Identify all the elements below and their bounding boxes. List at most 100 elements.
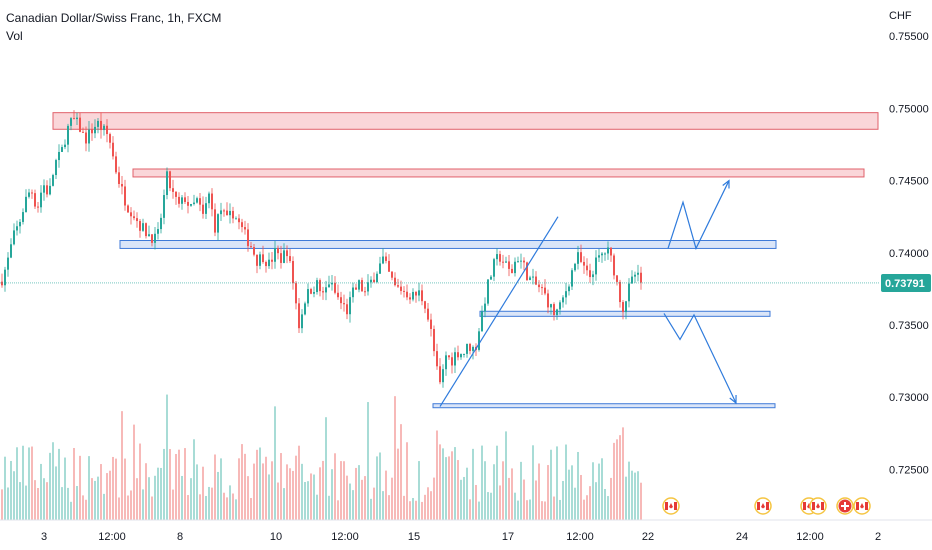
candle-body	[478, 331, 480, 350]
candle-body	[580, 252, 582, 262]
volume-bar	[460, 479, 462, 520]
volume-bar	[178, 449, 180, 520]
volume-bar	[223, 492, 225, 520]
volume-bar	[196, 464, 198, 520]
support-zone[interactable]	[432, 403, 776, 409]
candle-body	[544, 287, 546, 294]
volume-bars	[1, 394, 642, 520]
price-axis[interactable]: CHF 0.75500 0.75000 0.74500 0.74000 0.73500 0.…	[880, 0, 932, 520]
candle-body	[112, 142, 114, 157]
economic-events[interactable]	[662, 497, 871, 515]
trend-line[interactable]	[439, 216, 559, 407]
candle-body	[466, 343, 468, 354]
candle-body	[595, 257, 597, 275]
volume-bar	[28, 447, 30, 520]
support-zone[interactable]	[119, 240, 777, 249]
candle-body	[430, 319, 432, 329]
candle-body	[424, 301, 426, 309]
support-resistance-zones[interactable]	[52, 112, 879, 409]
bullish-projection-arrow[interactable]	[667, 180, 730, 251]
drawing-tools[interactable]	[439, 179, 737, 407]
candle-body	[421, 290, 423, 302]
volume-bar	[259, 447, 261, 520]
swiss-flag-icon[interactable]	[836, 497, 854, 515]
time-axis[interactable]: 3 12:00 8 10 12:00 15 17 12:00 22 24 12:00 2	[0, 519, 932, 543]
candle-body	[508, 261, 510, 269]
symbol-title[interactable]: Canadian Dollar/Swiss Franc, 1h, FXCM	[6, 11, 222, 25]
bearish-projection-arrow[interactable]	[663, 313, 737, 404]
candle-body	[67, 125, 69, 145]
volume-bar	[307, 481, 309, 520]
candle-body	[415, 291, 417, 296]
candle-body	[226, 210, 228, 216]
canada-flag-icon[interactable]	[662, 497, 680, 515]
volume-bar	[568, 469, 570, 520]
candle-body	[562, 297, 564, 303]
canada-flag-icon[interactable]	[809, 497, 827, 515]
candle-body	[148, 234, 150, 237]
candle-body	[301, 314, 303, 329]
candle-body	[271, 259, 273, 262]
candle-body	[637, 272, 639, 275]
candle-body	[319, 280, 321, 292]
volume-bar	[187, 495, 189, 520]
canada-flag-icon[interactable]	[853, 497, 871, 515]
candle-body	[445, 355, 447, 370]
volume-bar	[157, 467, 159, 520]
candle-body	[373, 279, 375, 283]
candle-body	[16, 226, 18, 231]
candle-body	[310, 289, 312, 294]
volume-bar	[526, 500, 528, 520]
volume-bar	[64, 457, 66, 520]
volume-bar	[424, 494, 426, 520]
candle-body	[4, 269, 6, 286]
candle-body	[358, 280, 360, 290]
resistance-zone[interactable]	[132, 168, 865, 178]
volume-bar	[598, 463, 600, 520]
candle-body	[631, 276, 633, 284]
volume-bar	[520, 461, 522, 520]
candle-body	[367, 282, 369, 292]
candle-body	[97, 120, 99, 127]
volume-bar	[391, 477, 393, 520]
volume-bar	[244, 453, 246, 520]
canada-flag-icon[interactable]	[754, 497, 772, 515]
candle-body	[211, 193, 213, 210]
candle-body	[280, 253, 282, 263]
volume-bar	[379, 452, 381, 520]
candle-body	[163, 195, 165, 218]
candle-body	[457, 352, 459, 358]
candle-body	[79, 117, 81, 132]
volume-label[interactable]: Vol	[6, 29, 23, 43]
candle-body	[76, 117, 78, 120]
volume-bar	[574, 487, 576, 520]
y-tick-label: 0.74500	[889, 176, 929, 188]
volume-bar	[451, 451, 453, 520]
volume-bar	[430, 491, 432, 520]
volume-bar	[262, 463, 264, 520]
volume-bar	[607, 496, 609, 520]
candle-body	[178, 196, 180, 204]
candle-body	[469, 343, 471, 351]
volume-bar	[481, 445, 483, 520]
volume-bar	[457, 460, 459, 520]
volume-bar	[55, 466, 57, 520]
candle-body	[397, 285, 399, 287]
candle-body	[181, 197, 183, 204]
maple-leaf	[669, 503, 673, 509]
candle-body	[385, 256, 387, 261]
candle-body	[235, 218, 237, 220]
candle-body	[433, 328, 435, 352]
volume-bar	[439, 444, 441, 520]
volume-bar	[43, 478, 45, 520]
candle-body	[151, 234, 153, 243]
flag-band-left	[856, 502, 859, 510]
candle-body	[52, 175, 54, 186]
volume-bar	[478, 501, 480, 520]
volume-bar	[469, 499, 471, 520]
resistance-zone[interactable]	[52, 112, 879, 130]
volume-bar	[400, 424, 402, 520]
volume-bar	[589, 486, 591, 520]
price-axis-background	[880, 0, 932, 520]
